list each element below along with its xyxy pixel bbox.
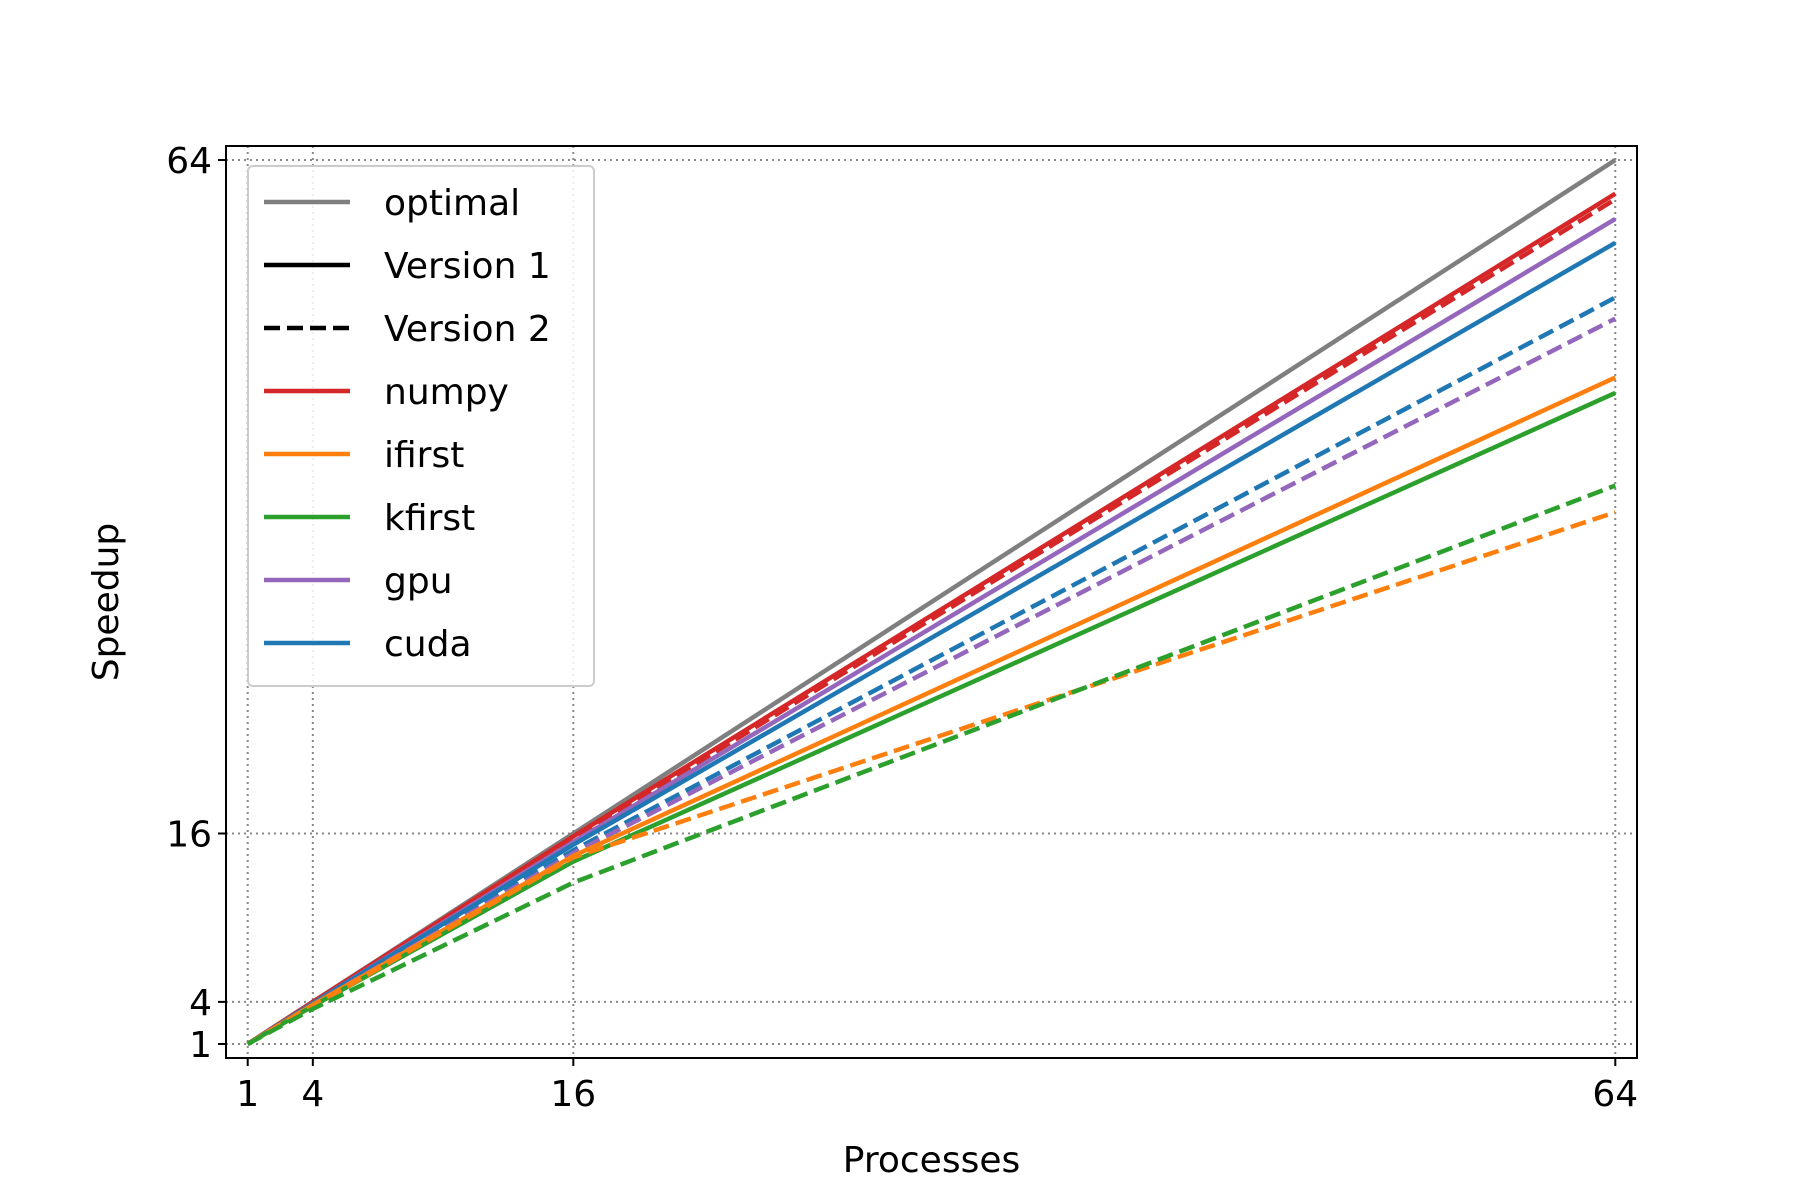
series-lines [246,158,1617,1046]
x-tick-label: 16 [550,1074,596,1115]
x-axis-label: Processes [843,1140,1020,1181]
y-tick-label: 64 [166,141,212,182]
legend-box [247,165,595,687]
legend-label: Version 2 [384,309,551,350]
legend-label: cuda [384,624,472,665]
x-tick-label: 1 [236,1074,259,1115]
legend-label: optimal [384,183,520,224]
series-line-kfirst-v2 [246,483,1617,1046]
y-tick-label: 16 [166,815,212,856]
legend-label: gpu [384,561,453,602]
legend: optimal Version 1 Version 2 numpy ifirst kfir… [247,165,595,687]
plot-frame [225,145,1638,1059]
x-tick-label: 4 [301,1074,324,1115]
legend-label: ifirst [384,435,464,476]
x-tick-label: 64 [1592,1074,1638,1115]
y-axis-label: Speedup [86,523,127,682]
y-tick-label: 4 [189,983,212,1024]
legend-label: numpy [384,372,509,413]
y-tick-label: 1 [189,1025,212,1066]
legend-label: Version 1 [384,246,551,287]
legend-label: kfirst [384,498,475,539]
